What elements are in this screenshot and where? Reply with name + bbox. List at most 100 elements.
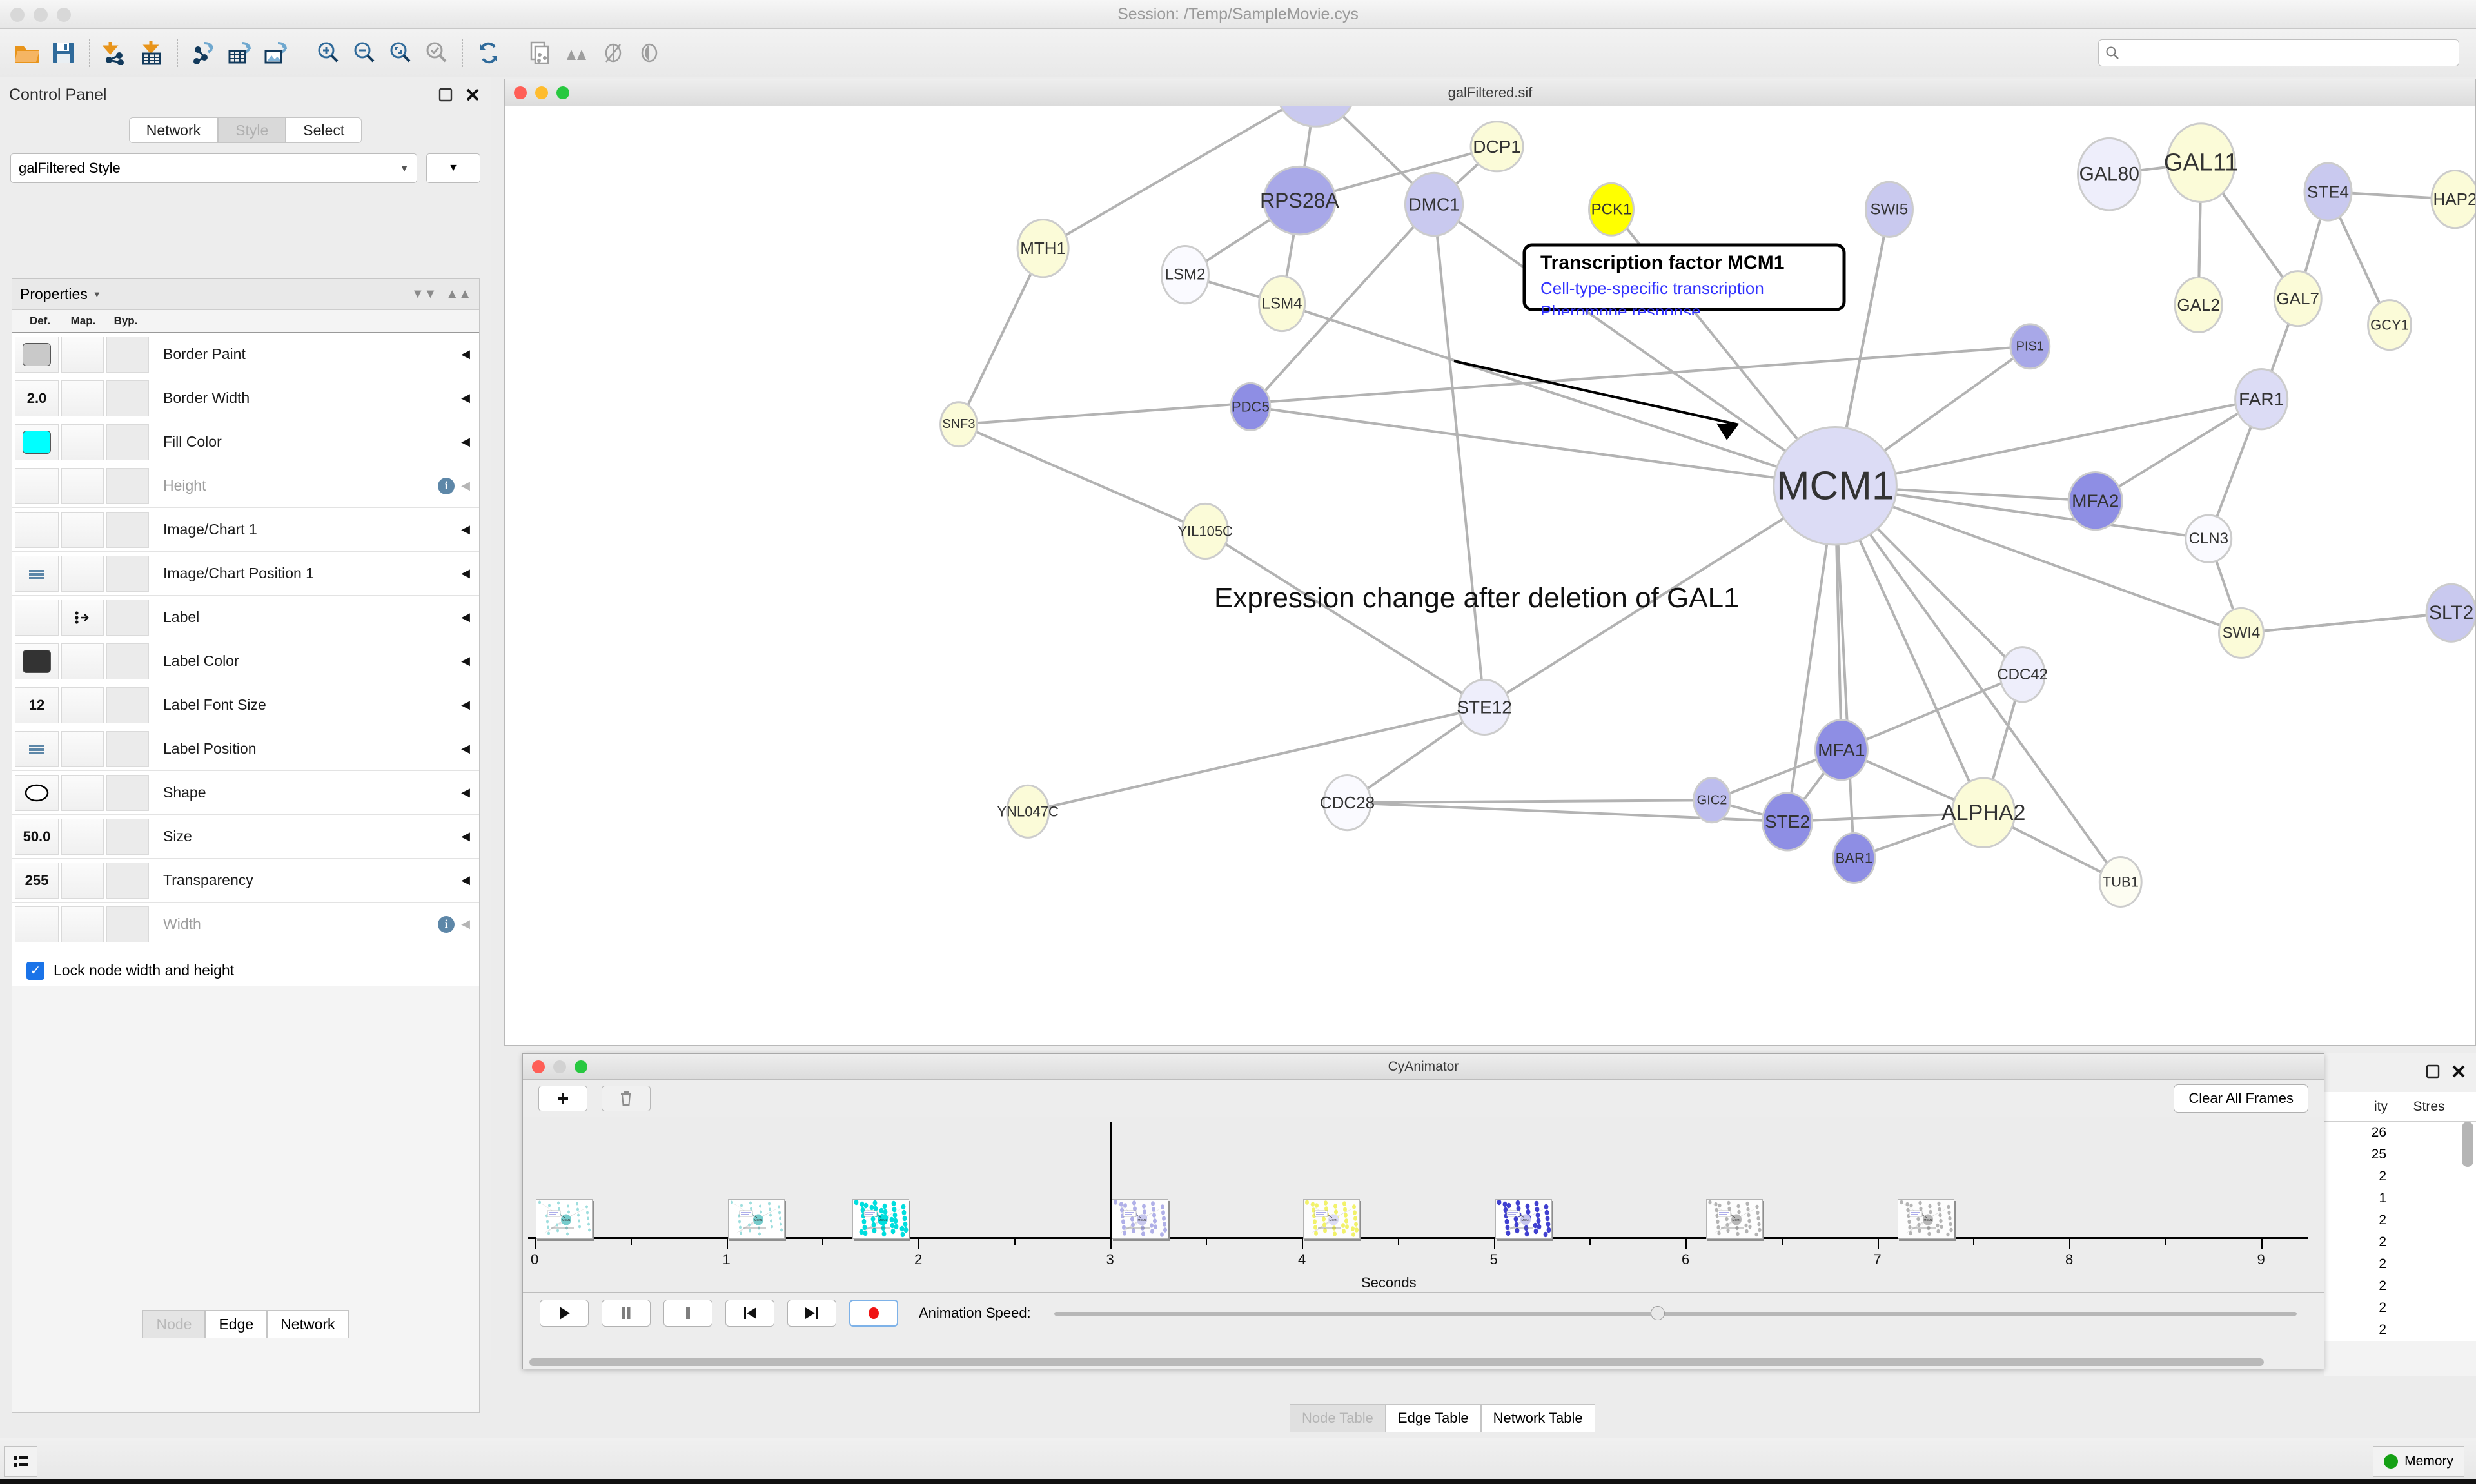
network-node[interactable]: PCK1 bbox=[1588, 182, 1635, 237]
refresh-icon[interactable] bbox=[471, 34, 507, 72]
property-bypass-cell[interactable] bbox=[106, 424, 149, 460]
property-bypass-cell[interactable] bbox=[106, 862, 149, 899]
property-bypass-cell[interactable] bbox=[106, 643, 149, 679]
lock-node-size-row[interactable]: ✓ Lock node width and height bbox=[12, 946, 479, 986]
import-table-icon[interactable] bbox=[133, 34, 170, 72]
network-edge[interactable] bbox=[1433, 204, 1486, 708]
node-ellipse[interactable] bbox=[1322, 774, 1372, 832]
property-mapping-cell[interactable] bbox=[61, 336, 104, 373]
table-row[interactable]: 2 bbox=[2324, 1231, 2476, 1253]
network-edge[interactable] bbox=[1834, 485, 2122, 883]
show-hidden-icon[interactable] bbox=[595, 34, 631, 72]
network-node[interactable]: STE12 bbox=[1457, 678, 1512, 736]
network-node[interactable]: RPS28A bbox=[1260, 165, 1339, 236]
property-row[interactable]: Label Position ◀ bbox=[12, 727, 479, 771]
network-node[interactable]: SWI5 bbox=[1864, 181, 1914, 238]
property-mapping-cell[interactable] bbox=[61, 906, 104, 942]
network-edge[interactable] bbox=[1787, 811, 1984, 823]
network-edge[interactable] bbox=[1204, 530, 1486, 708]
timeline-frame-thumbnail[interactable]: MCM1 bbox=[852, 1199, 909, 1239]
timeline-playhead[interactable] bbox=[1110, 1122, 1112, 1237]
close-network-window-dot[interactable] bbox=[514, 86, 527, 99]
timeline-frame-thumbnail[interactable]: MCM1 bbox=[727, 1199, 785, 1239]
node-ellipse[interactable] bbox=[2174, 276, 2223, 334]
node-table-scrollbar[interactable] bbox=[2462, 1122, 2473, 1167]
network-edge[interactable] bbox=[1834, 484, 2242, 634]
property-bypass-cell[interactable] bbox=[106, 687, 149, 723]
property-bypass-cell[interactable] bbox=[106, 467, 149, 504]
property-row[interactable]: 12 Label Font Size ◀ bbox=[12, 683, 479, 727]
property-row[interactable]: 50.0 Size ◀ bbox=[12, 815, 479, 859]
network-edge[interactable] bbox=[1841, 673, 2023, 752]
node-ellipse[interactable] bbox=[2185, 514, 2233, 563]
style-select[interactable]: galFiltered Style ▼ bbox=[10, 153, 417, 183]
export-image-icon[interactable] bbox=[258, 34, 294, 72]
hide-selected-icon[interactable] bbox=[559, 34, 595, 72]
node-ellipse[interactable] bbox=[1160, 245, 1210, 305]
property-default-cell[interactable]: 12 bbox=[15, 687, 59, 723]
network-edge[interactable] bbox=[1027, 706, 1485, 813]
network-edge[interactable] bbox=[2094, 398, 2263, 502]
node-ellipse[interactable] bbox=[939, 401, 978, 448]
network-node[interactable]: MFA2 bbox=[2067, 471, 2123, 531]
node-ellipse[interactable] bbox=[2303, 162, 2353, 222]
maximize-network-window-dot[interactable] bbox=[556, 86, 569, 99]
network-edge[interactable] bbox=[1250, 405, 1836, 487]
network-node[interactable]: CDC28 bbox=[1320, 774, 1375, 832]
network-node[interactable]: GAL11 bbox=[2164, 122, 2238, 203]
property-default-cell[interactable]: 2.0 bbox=[15, 380, 59, 416]
network-edge[interactable] bbox=[1834, 485, 1856, 859]
search-box[interactable] bbox=[2098, 39, 2459, 66]
table-row[interactable]: 25 bbox=[2324, 1144, 2476, 1166]
network-node[interactable]: SWI4 bbox=[2217, 607, 2265, 659]
toggle-table-panel-button[interactable] bbox=[4, 1445, 37, 1477]
network-node[interactable]: STE2 bbox=[1761, 792, 1814, 852]
info-icon[interactable]: i bbox=[438, 477, 455, 494]
minimize-network-window-dot[interactable] bbox=[535, 86, 548, 99]
property-mapping-cell[interactable] bbox=[61, 511, 104, 548]
property-bypass-cell[interactable] bbox=[106, 818, 149, 855]
table-row[interactable]: 2 bbox=[2324, 1275, 2476, 1297]
tab-node[interactable]: Node bbox=[142, 1310, 206, 1338]
property-mapping-cell[interactable] bbox=[61, 424, 104, 460]
property-bypass-cell[interactable] bbox=[106, 336, 149, 373]
network-node[interactable]: GAL7 bbox=[2273, 270, 2323, 327]
close-icon[interactable] bbox=[2451, 1064, 2466, 1082]
property-mapping-cell[interactable] bbox=[61, 818, 104, 855]
node-ellipse[interactable] bbox=[1588, 182, 1635, 237]
property-default-cell[interactable] bbox=[15, 467, 59, 504]
network-edge[interactable] bbox=[958, 423, 1206, 532]
node-ellipse[interactable] bbox=[1999, 646, 2046, 703]
tab-network-table[interactable]: Network Table bbox=[1480, 1404, 1595, 1432]
node-ellipse[interactable] bbox=[1814, 719, 1869, 781]
property-mapping-cell[interactable] bbox=[61, 730, 104, 767]
info-icon[interactable]: i bbox=[438, 915, 455, 933]
node-ellipse[interactable] bbox=[2166, 122, 2236, 203]
property-bypass-cell[interactable] bbox=[106, 380, 149, 416]
tab-node-table[interactable]: Node Table bbox=[1290, 1404, 1386, 1432]
tab-edge[interactable]: Edge bbox=[205, 1310, 268, 1338]
expand-property-arrow-icon[interactable]: ◀ bbox=[461, 435, 470, 448]
property-default-cell[interactable] bbox=[15, 906, 59, 942]
network-node[interactable]: YNL047C bbox=[997, 784, 1059, 839]
stop-button[interactable] bbox=[663, 1300, 712, 1327]
collapse-all-icon[interactable]: ▲▲ bbox=[446, 287, 471, 301]
property-row[interactable]: Label Color ◀ bbox=[12, 639, 479, 683]
cyanimator-traffic-lights[interactable] bbox=[532, 1060, 587, 1073]
expand-property-arrow-icon[interactable]: ◀ bbox=[461, 567, 470, 580]
property-mapping-cell[interactable] bbox=[61, 380, 104, 416]
expand-property-arrow-icon[interactable]: ◀ bbox=[461, 742, 470, 755]
property-row[interactable]: Image/Chart Position 1 ◀ bbox=[12, 552, 479, 596]
property-row[interactable]: Height i ◀ bbox=[12, 464, 479, 508]
node-ellipse[interactable] bbox=[2098, 855, 2143, 908]
tab-style[interactable]: Style bbox=[218, 117, 286, 143]
property-mapping-cell[interactable] bbox=[61, 467, 104, 504]
network-node[interactable]: MCM1 bbox=[1773, 425, 1898, 546]
node-ellipse[interactable] bbox=[1951, 777, 2016, 848]
tab-edge-table[interactable]: Edge Table bbox=[1385, 1404, 1481, 1432]
network-edge[interactable] bbox=[1834, 484, 2209, 540]
timeline-frame-thumbnail[interactable]: MCM1 bbox=[1495, 1199, 1552, 1239]
node-ellipse[interactable] bbox=[1006, 784, 1050, 839]
network-node[interactable]: GCY1 bbox=[2367, 299, 2413, 351]
close-window-dot[interactable] bbox=[10, 8, 25, 22]
